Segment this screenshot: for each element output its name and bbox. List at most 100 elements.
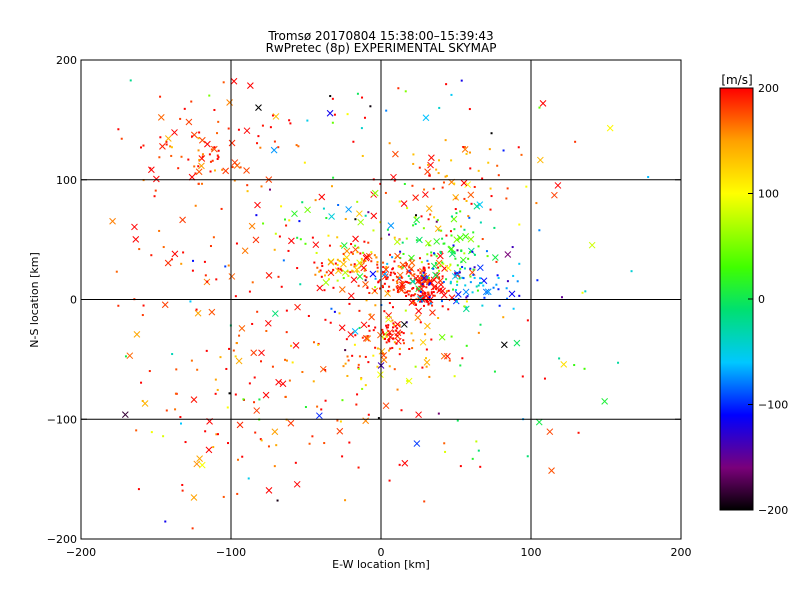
data-point-dot [386,326,389,329]
data-point-dot [235,242,238,245]
data-point-dot [379,182,382,185]
data-point-dot [506,187,509,190]
data-point-dot [390,271,393,274]
data-point-dot [420,215,423,218]
data-point-dot [280,285,283,288]
x-axis-label: E-W location [km] [332,558,430,571]
data-point-dot [228,392,231,395]
data-point-dot [465,344,468,347]
data-point-dot [463,146,466,149]
data-point-dot [414,223,417,226]
data-point-dot [360,377,363,380]
data-point-dot [418,279,421,282]
data-point-dot [445,83,448,86]
data-point-dot [211,159,214,162]
data-point-dot [428,283,431,286]
data-point-dot [216,157,219,160]
data-point-cross [476,264,484,272]
data-point-dot [406,270,409,273]
data-point-dot [274,232,277,235]
data-point-dot [247,477,250,480]
data-point-dot [331,121,334,124]
data-point-dot [444,139,447,142]
x-tick-label: 0 [378,546,385,559]
data-point-dot [412,162,415,165]
data-point-dot [303,161,306,164]
data-point-dot [451,250,454,253]
data-point-dot [158,229,161,232]
data-point-dot [350,251,353,254]
data-point-cross [444,352,451,360]
data-point-cross [205,446,213,454]
data-point-cross [340,260,347,268]
data-point-dot [414,365,417,368]
data-point-dot [183,107,186,110]
data-point-dot [401,266,404,269]
data-point-dot [350,263,353,266]
data-point-dot [278,235,281,238]
data-point-dot [398,277,401,280]
data-point-dot [469,267,472,270]
data-point-dot [460,79,463,82]
data-point-dot [385,109,388,112]
data-point-cross [316,284,324,292]
data-point-dot [204,274,207,277]
data-point-dot [338,260,341,263]
data-point-cross [430,283,438,291]
data-point-dot [197,165,200,168]
data-point-dot [518,223,521,226]
data-point-dot [427,266,430,269]
data-point-dot [324,399,327,402]
data-point-dot [426,280,429,283]
data-point-dot [181,483,184,486]
data-point-dot [419,294,422,297]
data-point-dot [344,349,347,352]
data-point-dot [418,166,421,169]
data-point-dot [456,264,459,267]
data-point-dot [502,149,505,152]
data-point-dot [433,252,436,255]
data-point-dot [486,255,489,258]
data-point-dot [492,286,495,289]
data-point-dot [477,331,480,334]
data-point-dot [381,328,384,331]
data-point-dot [412,302,415,305]
data-point-dot [179,117,182,120]
data-point-dot [187,158,190,161]
data-point-dot [356,393,359,396]
data-point-cross [241,247,249,255]
data-point-cross [440,291,448,299]
data-point-dot [423,500,426,503]
data-point-dot [404,280,407,283]
data-point-dot [170,146,173,149]
colorbar-tick-label: 200 [758,82,779,95]
data-point-cross [484,288,492,296]
data-point-dot [404,309,407,312]
data-point-dot [376,261,379,264]
data-point-dot [410,294,413,297]
data-point-dot [382,333,385,336]
data-point-dot [259,146,262,149]
data-point-dot [410,295,413,298]
data-point-dot [449,263,452,266]
data-point-dot [454,208,457,211]
data-point-cross [424,168,431,176]
data-point-dot [402,252,405,255]
data-point-cross [208,308,216,316]
data-point-dot [391,306,394,309]
data-point-dot [392,288,395,291]
data-point-dot [421,292,424,295]
data-point-cross [347,292,355,300]
data-point-dot [213,146,216,149]
data-point-dot [227,442,230,445]
data-point-cross [380,352,388,359]
data-point-dot [260,360,263,363]
data-point-dot [449,230,452,233]
data-point-dot [413,280,416,283]
data-point-dot [289,122,292,125]
data-point-dot [526,455,529,458]
data-point-cross [357,218,365,226]
data-point-dot [647,176,650,179]
data-point-dot [363,269,366,272]
data-point-dot [232,349,235,352]
